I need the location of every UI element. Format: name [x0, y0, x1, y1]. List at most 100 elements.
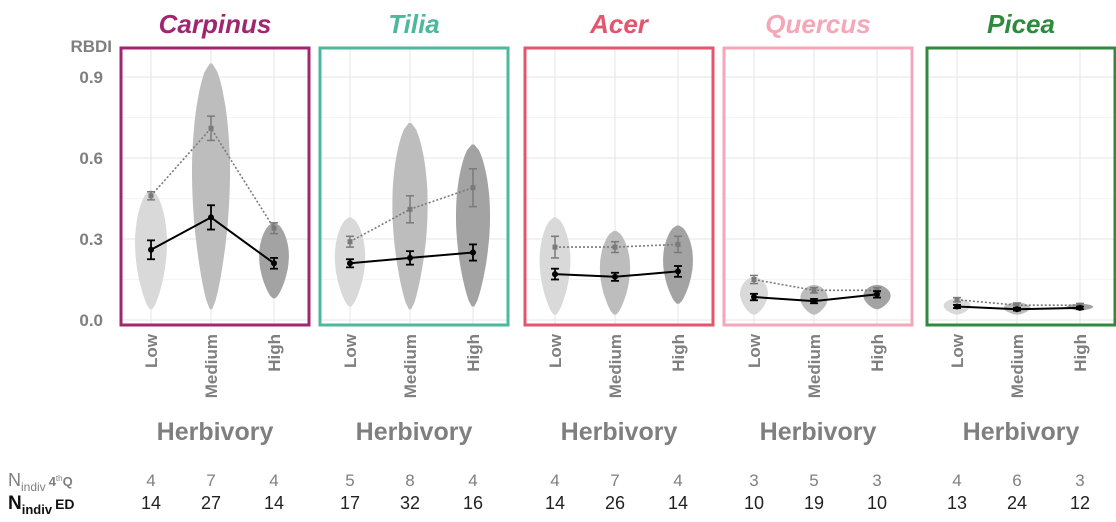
n-q4-value: 3	[872, 471, 881, 490]
n-q4-value: 7	[610, 471, 619, 490]
panel-frame	[318, 46, 510, 327]
n-ed-value: 26	[605, 493, 625, 513]
x-tick-label: High	[669, 334, 688, 372]
y-tick-label: 0.6	[79, 149, 103, 168]
y-axis-label: RBDI	[70, 37, 112, 56]
n-ed-value: 27	[201, 493, 221, 513]
n-ed-value: 32	[400, 493, 420, 513]
violin-shape	[456, 144, 490, 307]
panel-frame	[119, 46, 311, 327]
n-q4-value: 5	[809, 471, 818, 490]
ed-mean-point	[470, 249, 476, 256]
x-tick-label: Medium	[401, 334, 420, 398]
panel-title: Carpinus	[159, 9, 272, 39]
violin-shape	[539, 217, 571, 315]
x-tick-label: Low	[546, 333, 565, 368]
y-tick-label: 0.0	[79, 311, 103, 330]
violin-shape	[663, 225, 693, 304]
n-ed-value: 13	[947, 493, 967, 513]
panel-frame	[523, 46, 715, 327]
ed-mean-point	[407, 254, 413, 261]
q4-mean-point	[751, 277, 757, 282]
y-tick-label: 0.9	[79, 68, 103, 87]
ed-mean-point	[675, 268, 681, 275]
n-q4-value: 4	[673, 471, 682, 490]
x-tick-label: Medium	[202, 334, 221, 398]
x-tick-label: High	[464, 334, 483, 372]
ed-mean-point	[811, 298, 817, 305]
n-ed-label: Nindiv ED	[8, 493, 75, 517]
frame-layer	[119, 46, 1116, 327]
n-q4-value: 4	[269, 471, 278, 490]
n-ed-value: 12	[1070, 493, 1090, 513]
q4-mean-point	[552, 244, 558, 250]
n-q4-value: 6	[1012, 471, 1021, 490]
x-axis-label: Herbivory	[963, 418, 1080, 446]
ed-mean-point	[874, 291, 880, 298]
ed-mean-point	[751, 294, 757, 301]
x-tick-label: Low	[745, 333, 764, 368]
x-tick-label: Low	[142, 333, 161, 368]
n-ed-value: 14	[545, 493, 565, 513]
n-ed-value: 10	[867, 493, 887, 513]
n-ed-value: 19	[804, 493, 824, 513]
x-tick-label: High	[868, 334, 887, 372]
ed-mean-point	[271, 260, 277, 267]
q4-mean-point	[675, 241, 681, 247]
panel-frame	[722, 46, 914, 327]
ed-mean-point	[347, 260, 353, 267]
panel-title: Tilia	[388, 9, 440, 39]
panel-frame	[925, 46, 1116, 327]
ed-mean-point	[612, 273, 618, 280]
n-ed-value: 14	[668, 493, 688, 513]
x-tick-label: Medium	[606, 334, 625, 398]
violin-shape	[192, 63, 230, 310]
n-q4-value: 4	[550, 471, 559, 490]
n-q4-value: 3	[1075, 471, 1084, 490]
x-tick-label: High	[1071, 334, 1090, 372]
x-axis-label: Herbivory	[356, 418, 473, 446]
panel-title: Acer	[589, 9, 650, 39]
ed-mean-point	[208, 214, 214, 221]
x-tick-label: Medium	[1008, 334, 1027, 398]
n-ed-value: 16	[463, 493, 483, 513]
n-q4-value: 4	[146, 471, 155, 490]
n-ed-value: 17	[340, 493, 360, 513]
n-ed-value: 24	[1007, 493, 1027, 513]
n-q4-value: 5	[345, 471, 354, 490]
q4-mean-point	[148, 193, 154, 199]
x-axis-label: Herbivory	[561, 418, 678, 446]
q4-mean-point	[347, 239, 353, 245]
n-q4-value: 4	[468, 471, 477, 490]
q4-mean-point	[811, 287, 817, 293]
q4-mean-point	[470, 185, 476, 191]
x-tick-label: High	[265, 334, 284, 372]
text-layer: 0.0 0.3 0.6 0.9 Carpinus Low Medium High Herbivo…	[8, 9, 1090, 517]
x-tick-label: Medium	[805, 334, 824, 398]
x-axis-label: Herbivory	[157, 418, 274, 446]
ed-mean-point	[148, 246, 154, 253]
n-q4-value: 4	[952, 471, 961, 490]
line-layer	[147, 115, 1084, 313]
x-tick-label: Low	[341, 333, 360, 368]
q4-mean-point	[954, 297, 960, 303]
panel-title: Quercus	[765, 9, 871, 39]
n-q4-label: Nindiv 4thQ	[8, 470, 73, 494]
n-ed-value: 10	[744, 493, 764, 513]
q4-mean-point	[208, 125, 214, 131]
panel-title: Picea	[987, 9, 1055, 39]
n-q4-value: 8	[405, 471, 414, 490]
q4-mean-point	[612, 244, 618, 250]
n-q4-value: 3	[749, 471, 758, 490]
n-ed-value: 14	[264, 493, 284, 513]
x-tick-label: Low	[948, 333, 967, 368]
q4-mean-line	[150, 126, 275, 229]
n-ed-value: 14	[141, 493, 161, 513]
n-q4-value: 7	[206, 471, 215, 490]
ed-mean-point	[552, 271, 558, 278]
y-tick-label: 0.3	[79, 230, 103, 249]
q4-mean-point	[407, 206, 413, 212]
q4-mean-point	[271, 225, 277, 231]
q4-mean-point	[1014, 302, 1020, 308]
